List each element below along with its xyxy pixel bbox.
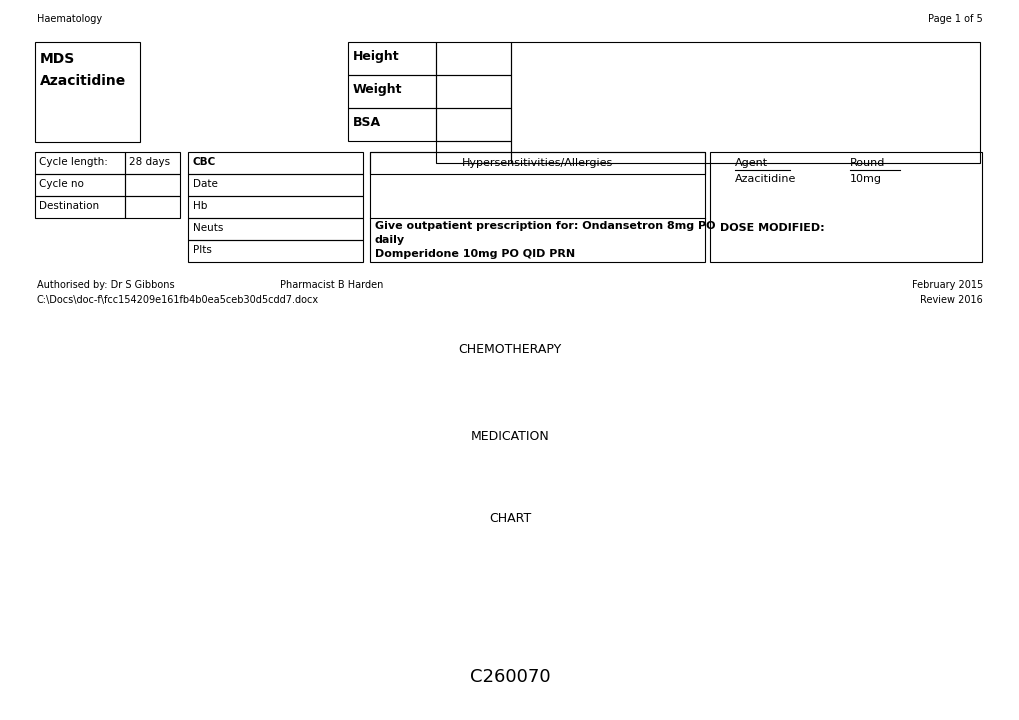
Bar xyxy=(187,152,363,174)
Text: 28 days: 28 days xyxy=(128,157,170,167)
Text: C:\Docs\doc-f\fcc154209e161fb4b0ea5ceb30d5cdd7.docx: C:\Docs\doc-f\fcc154209e161fb4b0ea5ceb30… xyxy=(37,295,319,305)
Bar xyxy=(187,174,363,196)
Bar xyxy=(35,174,125,196)
Bar xyxy=(187,240,363,262)
Text: Round: Round xyxy=(849,158,884,168)
Text: C260070: C260070 xyxy=(469,668,550,686)
Text: February 2015: February 2015 xyxy=(911,280,982,290)
Text: BSA: BSA xyxy=(353,116,381,129)
Bar xyxy=(187,196,363,218)
Text: Destination: Destination xyxy=(39,201,99,211)
Bar xyxy=(125,152,179,174)
Bar xyxy=(435,75,511,108)
Text: DOSE MODIFIED:: DOSE MODIFIED: xyxy=(719,223,823,233)
Text: Hypersensitivities/Allergies: Hypersensitivities/Allergies xyxy=(462,158,612,168)
Bar xyxy=(347,108,435,141)
Text: MDS: MDS xyxy=(40,52,75,66)
Bar xyxy=(370,152,704,262)
Text: Weight: Weight xyxy=(353,83,403,96)
Bar xyxy=(125,174,179,196)
Text: Hb: Hb xyxy=(193,201,207,211)
Bar xyxy=(709,152,981,262)
Bar xyxy=(435,141,511,163)
Text: Review 2016: Review 2016 xyxy=(919,295,982,305)
Bar xyxy=(35,196,125,218)
Text: Authorised by: Dr S Gibbons: Authorised by: Dr S Gibbons xyxy=(37,280,174,290)
Bar xyxy=(347,75,435,108)
Text: Cycle length:: Cycle length: xyxy=(39,157,108,167)
Text: Cycle no: Cycle no xyxy=(39,179,84,189)
Bar xyxy=(370,152,704,174)
Text: Page 1 of 5: Page 1 of 5 xyxy=(927,14,982,24)
Text: MEDICATION: MEDICATION xyxy=(470,430,549,443)
Bar xyxy=(511,42,979,163)
Text: CHEMOTHERAPY: CHEMOTHERAPY xyxy=(458,343,561,356)
Text: CBC: CBC xyxy=(193,157,216,167)
Bar xyxy=(435,108,511,141)
Text: 10mg: 10mg xyxy=(849,174,881,184)
Bar xyxy=(187,218,363,240)
Bar xyxy=(435,42,511,75)
Text: Date: Date xyxy=(193,179,218,189)
Text: Neuts: Neuts xyxy=(193,223,223,233)
Text: Plts: Plts xyxy=(193,245,212,255)
Text: Height: Height xyxy=(353,50,399,63)
Bar xyxy=(125,196,179,218)
Text: Haematology: Haematology xyxy=(37,14,102,24)
Text: Agent: Agent xyxy=(735,158,767,168)
Text: Domperidone 10mg PO QID PRN: Domperidone 10mg PO QID PRN xyxy=(375,249,575,259)
Text: Pharmacist B Harden: Pharmacist B Harden xyxy=(280,280,383,290)
Bar xyxy=(35,42,140,142)
Bar xyxy=(35,152,125,174)
Text: Azacitidine: Azacitidine xyxy=(40,74,126,88)
Text: CHART: CHART xyxy=(488,512,531,525)
Text: Azacitidine: Azacitidine xyxy=(735,174,796,184)
Bar xyxy=(347,42,435,75)
Text: Give outpatient prescription for: Ondansetron 8mg PO: Give outpatient prescription for: Ondans… xyxy=(375,221,714,231)
Text: daily: daily xyxy=(375,235,405,245)
